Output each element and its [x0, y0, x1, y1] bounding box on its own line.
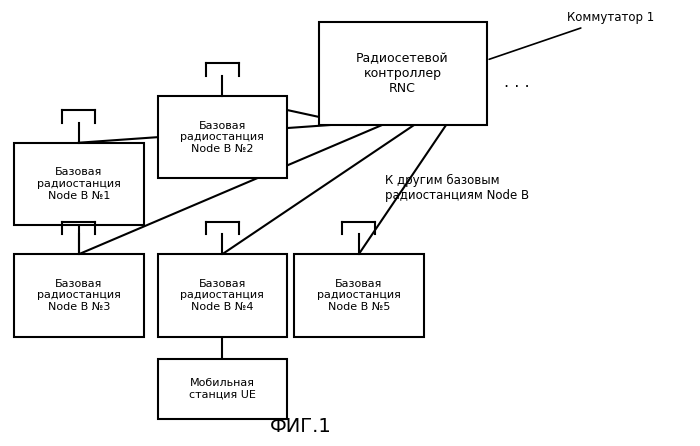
FancyBboxPatch shape: [158, 254, 287, 337]
Text: Радиосетевой
контроллер
RNC: Радиосетевой контроллер RNC: [356, 52, 449, 95]
Text: Мобильная
станция UE: Мобильная станция UE: [189, 378, 256, 400]
Text: Базовая
радиостанция
Node B №4: Базовая радиостанция Node B №4: [181, 279, 264, 312]
FancyBboxPatch shape: [158, 96, 287, 178]
Text: Базовая
радиостанция
Node B №5: Базовая радиостанция Node B №5: [317, 279, 400, 312]
FancyBboxPatch shape: [14, 143, 144, 225]
Text: ФИГ.1: ФИГ.1: [270, 417, 332, 436]
FancyBboxPatch shape: [158, 359, 287, 419]
FancyBboxPatch shape: [294, 254, 424, 337]
Text: Базовая
радиостанция
Node B №2: Базовая радиостанция Node B №2: [181, 120, 264, 154]
FancyBboxPatch shape: [318, 22, 486, 125]
FancyBboxPatch shape: [14, 254, 144, 337]
Text: Базовая
радиостанция
Node B №3: Базовая радиостанция Node B №3: [37, 279, 120, 312]
Text: Базовая
радиостанция
Node B №1: Базовая радиостанция Node B №1: [37, 167, 120, 201]
Text: . . .: . . .: [504, 75, 530, 90]
Text: К другим базовым
радиостанциям Node B: К другим базовым радиостанциям Node B: [385, 174, 529, 202]
Text: Коммутатор 1: Коммутатор 1: [489, 11, 654, 59]
